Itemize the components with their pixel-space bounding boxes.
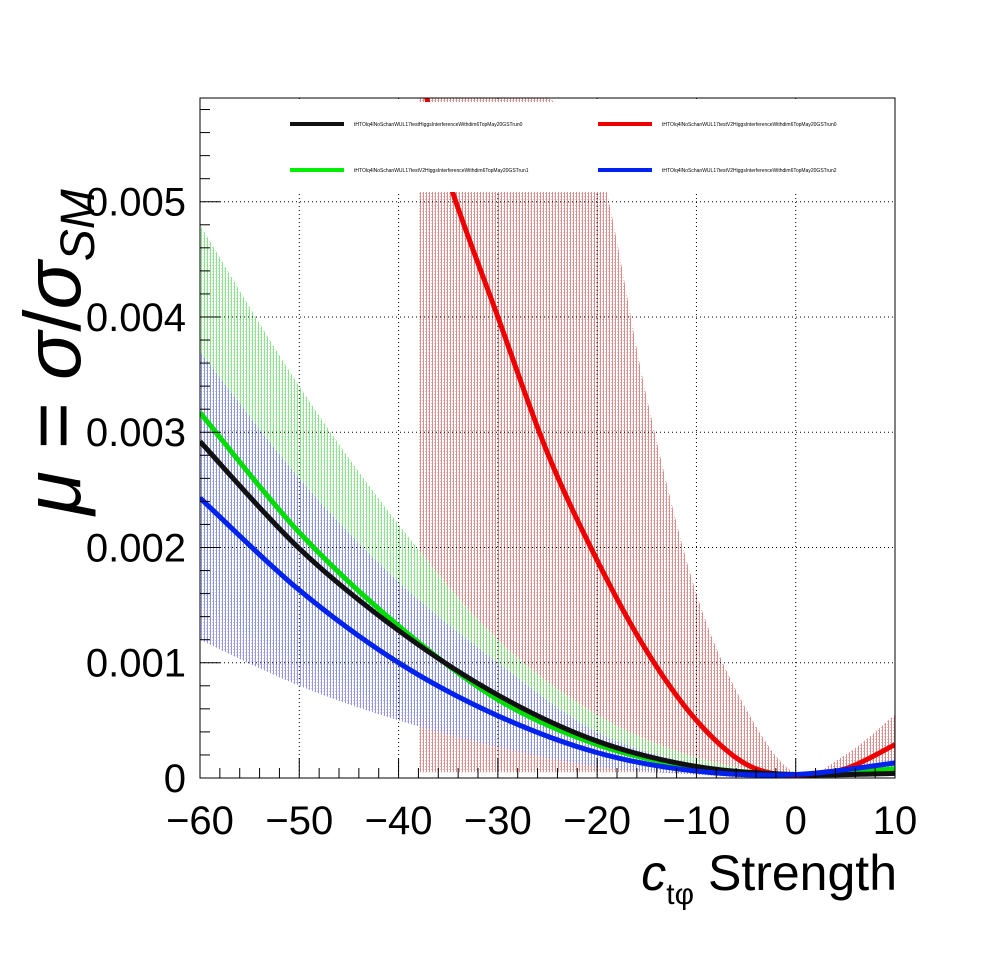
tick-labels: −60 −50 −40 −30 −20 −10 0 10 0 0.001 0.002 0.003 0.0… — [86, 181, 917, 843]
y-tick-label-1: 0.001 — [86, 642, 186, 686]
x-tick-label-5: −10 — [662, 799, 730, 843]
y-tick-label-4: 0.004 — [86, 296, 186, 340]
x-tick-label-1: −50 — [265, 799, 333, 843]
legend-label-0: tHTOlq4lNoSchanWUL17testHiggsInterferenc… — [354, 122, 523, 128]
axis-ticks — [199, 109, 896, 779]
y-tick-label-5: 0.005 — [86, 181, 186, 225]
legend: tHTOlq4lNoSchanWUL17testHiggsInterferenc… — [277, 102, 892, 192]
y-tick-label-2: 0.002 — [86, 526, 186, 570]
x-tick-label-2: −40 — [365, 799, 433, 843]
legend-label-1: tHTOlq4lNoSchanWUL17testV2HiggsInterfere… — [662, 122, 837, 128]
legend-box — [277, 102, 892, 192]
uncertainty-bands — [200, 98, 895, 778]
legend-label-3: tHTOlq4lNoSchanWUL17testV2HiggsInterfere… — [662, 168, 837, 174]
band-series-3 — [200, 351, 895, 778]
y-tick-label-3: 0.003 — [86, 411, 186, 455]
x-axis-title: ctφ Strength — [641, 845, 897, 911]
grid-lines — [200, 98, 895, 778]
legend-label-2: tHTOlq4lNoSchanWUL17testV2HiggsInterfere… — [354, 168, 529, 174]
x-tick-label-7: 10 — [873, 799, 918, 843]
series-line-3 — [200, 496, 895, 778]
series-lines — [200, 98, 895, 778]
x-tick-label-3: −30 — [464, 799, 532, 843]
x-tick-label-0: −60 — [166, 799, 234, 843]
band-series-1 — [418, 98, 895, 778]
x-tick-label-4: −20 — [563, 799, 631, 843]
y-axis-title: μ = σ/σSM — [8, 189, 105, 517]
plot-border — [199, 97, 896, 779]
x-tick-label-6: 0 — [785, 799, 807, 843]
y-tick-label-0: 0 — [164, 757, 186, 801]
